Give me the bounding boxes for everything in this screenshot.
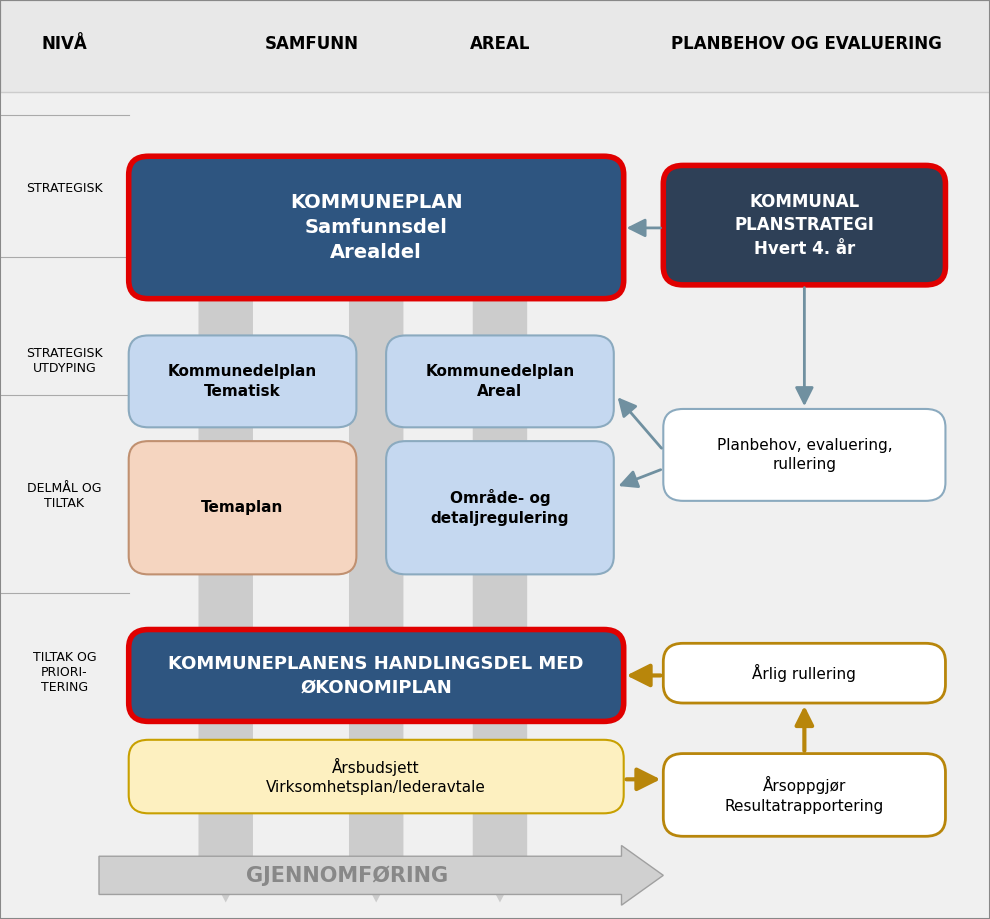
FancyBboxPatch shape bbox=[0, 0, 990, 92]
FancyBboxPatch shape bbox=[663, 643, 945, 703]
FancyBboxPatch shape bbox=[663, 754, 945, 836]
Polygon shape bbox=[99, 845, 663, 905]
Polygon shape bbox=[473, 299, 527, 902]
Text: KOMMUNAL
PLANSTRATEGI
Hvert 4. år: KOMMUNAL PLANSTRATEGI Hvert 4. år bbox=[735, 193, 874, 257]
Text: Område- og
detaljregulering: Område- og detaljregulering bbox=[431, 489, 569, 527]
FancyBboxPatch shape bbox=[386, 335, 614, 427]
Text: Årsoppgjør
Resultatrapportering: Årsoppgjør Resultatrapportering bbox=[725, 776, 884, 814]
Text: NIVÅ: NIVÅ bbox=[42, 35, 87, 53]
Text: Planbehov, evaluering,
rullering: Planbehov, evaluering, rullering bbox=[717, 437, 892, 472]
Text: STRATEGISK
UTDYPING: STRATEGISK UTDYPING bbox=[26, 347, 103, 375]
Text: Årlig rullering: Årlig rullering bbox=[752, 664, 856, 682]
Text: SAMFUNN: SAMFUNN bbox=[265, 35, 358, 53]
FancyBboxPatch shape bbox=[129, 441, 356, 574]
Text: GJENNOMFØRING: GJENNOMFØRING bbox=[247, 865, 448, 886]
Text: Årsbudsjett
Virksomhetsplan/lederavtale: Årsbudsjett Virksomhetsplan/lederavtale bbox=[266, 757, 486, 796]
FancyBboxPatch shape bbox=[663, 409, 945, 501]
Text: KOMMUNEPLANENS HANDLINGSDEL MED
ØKONOMIPLAN: KOMMUNEPLANENS HANDLINGSDEL MED ØKONOMIP… bbox=[168, 654, 584, 697]
Polygon shape bbox=[348, 299, 404, 902]
FancyBboxPatch shape bbox=[386, 441, 614, 574]
Polygon shape bbox=[198, 299, 253, 902]
Text: STRATEGISK: STRATEGISK bbox=[26, 182, 103, 195]
Text: DELMÅL OG
TILTAK: DELMÅL OG TILTAK bbox=[27, 482, 102, 510]
Text: AREAL: AREAL bbox=[469, 35, 531, 53]
Text: Kommunedelplan
Tematisk: Kommunedelplan Tematisk bbox=[168, 364, 317, 399]
FancyBboxPatch shape bbox=[129, 335, 356, 427]
FancyBboxPatch shape bbox=[129, 630, 624, 721]
Text: Kommunedelplan
Areal: Kommunedelplan Areal bbox=[426, 364, 574, 399]
Text: TILTAK OG
PRIORI-
TERING: TILTAK OG PRIORI- TERING bbox=[33, 652, 96, 694]
FancyBboxPatch shape bbox=[129, 156, 624, 299]
Text: PLANBEHOV OG EVALUERING: PLANBEHOV OG EVALUERING bbox=[671, 35, 942, 53]
FancyBboxPatch shape bbox=[129, 740, 624, 813]
Text: KOMMUNEPLAN
Samfunnsdel
Arealdel: KOMMUNEPLAN Samfunnsdel Arealdel bbox=[290, 193, 462, 262]
FancyBboxPatch shape bbox=[663, 165, 945, 285]
Text: Temaplan: Temaplan bbox=[201, 500, 284, 516]
